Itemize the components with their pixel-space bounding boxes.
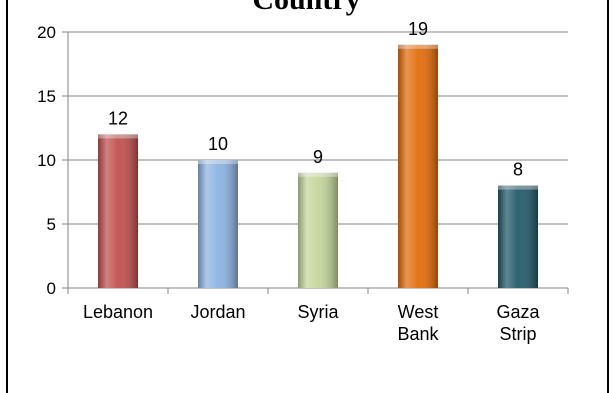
- axes: 0 5 10 15 20: [37, 23, 569, 298]
- y-tick-label: 15: [37, 87, 56, 106]
- chart-frame: [6, 0, 609, 393]
- x-tick-label: Gaza: [496, 302, 540, 322]
- chart-title: Country: [0, 0, 613, 20]
- data-label: 12: [108, 108, 128, 128]
- bar-top-cap: [498, 185, 538, 190]
- bar-shading: [398, 44, 438, 288]
- bars: [98, 44, 538, 288]
- bar-shading: [98, 134, 138, 288]
- y-tick-label: 10: [37, 151, 56, 170]
- data-label: 19: [408, 19, 428, 39]
- bar-top-cap: [298, 172, 338, 177]
- y-tick-label: 0: [47, 279, 56, 298]
- data-label: 10: [208, 134, 228, 154]
- y-tick-label: 5: [47, 215, 56, 234]
- x-tick-label: Lebanon: [83, 302, 153, 322]
- x-tick-label: Jordan: [190, 302, 245, 322]
- x-tick-label: Bank: [397, 324, 439, 344]
- bar-top-cap: [98, 134, 138, 139]
- bar-shading: [498, 185, 538, 288]
- gridlines: [68, 31, 568, 225]
- x-tick-label: West: [398, 302, 439, 322]
- data-label: 8: [513, 160, 523, 180]
- y-tick-label: 20: [37, 23, 56, 42]
- x-tick-label: Strip: [499, 324, 536, 344]
- bar-top-cap: [398, 44, 438, 49]
- x-tick-label: Syria: [297, 302, 339, 322]
- bar-shading: [298, 172, 338, 288]
- bar-shading: [198, 160, 238, 288]
- bar-top-cap: [198, 160, 238, 164]
- data-label: 9: [313, 147, 323, 167]
